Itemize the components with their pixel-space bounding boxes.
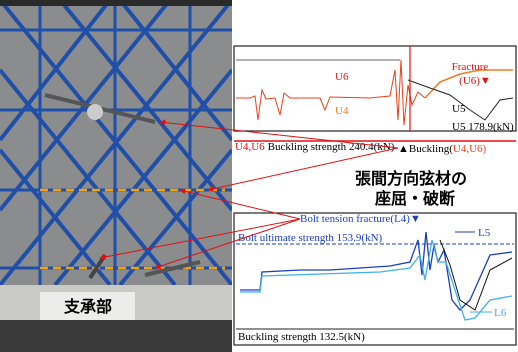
l6-label: L6	[494, 307, 507, 319]
u5-strength: U5 178.9(kN)	[452, 121, 514, 133]
caption-line: 張間方向弦材の	[355, 169, 467, 188]
buckling-strength-text: Buckling strength 240.4(kN)	[268, 141, 395, 153]
photo-label: 支承部	[63, 297, 112, 316]
upper-plot: Fracture (U6)▼ U6 U4 U5 U5 178.9(kN) U4,…	[234, 46, 516, 155]
caption-line: 座屈・破断	[374, 189, 455, 208]
buckling-event: ▲Buckling(U4,U6)	[398, 143, 487, 155]
figure: 支承部 Fracture (U6)▼ U6 U4 U5 U5 178.9(kN)…	[0, 0, 518, 352]
buckling-strength: Buckling strength 132.5(kN)	[238, 331, 365, 343]
u5-label: U5	[452, 103, 466, 115]
lower-plot: Bolt tension fracture(L4)▼ Bolt ultimate…	[234, 213, 516, 345]
photo: 支承部	[0, 0, 232, 352]
bolt-ultimate: Bolt ultimate strength 153.9(kN)	[238, 232, 383, 244]
l5-label: L5	[478, 227, 491, 239]
fracture-label: Fracture	[452, 61, 489, 73]
buckling-members: U4,U6	[235, 141, 265, 153]
buckling-event-members: U4,U6)	[453, 143, 487, 155]
u4-label: U4	[335, 105, 349, 117]
buckling-event-text: ▲Buckling(	[398, 143, 453, 155]
fracture-member: (U6)▼	[459, 75, 491, 87]
bolt-fracture: Bolt tension fracture(L4)▼	[300, 213, 421, 225]
u6-label: U6	[335, 71, 349, 83]
